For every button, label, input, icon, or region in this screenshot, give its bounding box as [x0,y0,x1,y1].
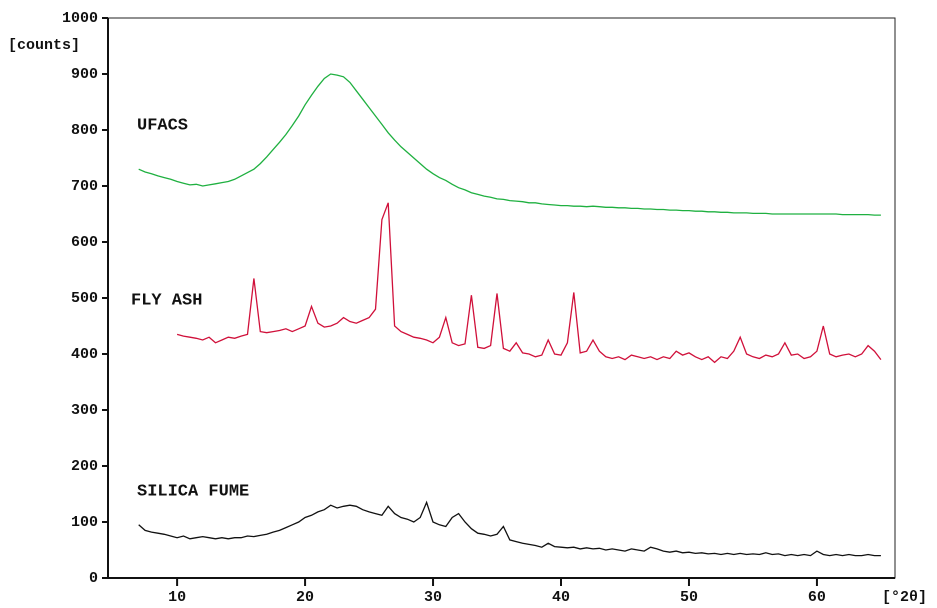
series-label: SILICA FUME [137,482,249,501]
series-line [138,73,881,216]
x-tick-label: 40 [552,589,570,606]
series-line [138,500,881,557]
y-axis-label: [counts] [8,37,80,54]
y-tick-label: 700 [71,178,98,195]
x-axis-label: [°2θ] [882,589,927,606]
x-tick-label: 10 [168,589,186,606]
y-tick-label: 500 [71,290,98,307]
x-tick-label: 50 [680,589,698,606]
series-label: UFACS [137,116,188,135]
y-tick-label: 600 [71,234,98,251]
y-tick-label: 400 [71,346,98,363]
series-line [176,202,882,364]
y-tick-label: 300 [71,402,98,419]
x-tick-label: 30 [424,589,442,606]
y-tick-label: 800 [71,122,98,139]
y-tick-label: 0 [89,570,98,587]
x-tick-label: 60 [808,589,826,606]
series-label: FLY ASH [131,291,202,310]
y-tick-label: 900 [71,66,98,83]
x-tick-label: 20 [296,589,314,606]
y-tick-label: 1000 [62,10,98,27]
y-tick-label: 100 [71,514,98,531]
y-tick-label: 200 [71,458,98,475]
